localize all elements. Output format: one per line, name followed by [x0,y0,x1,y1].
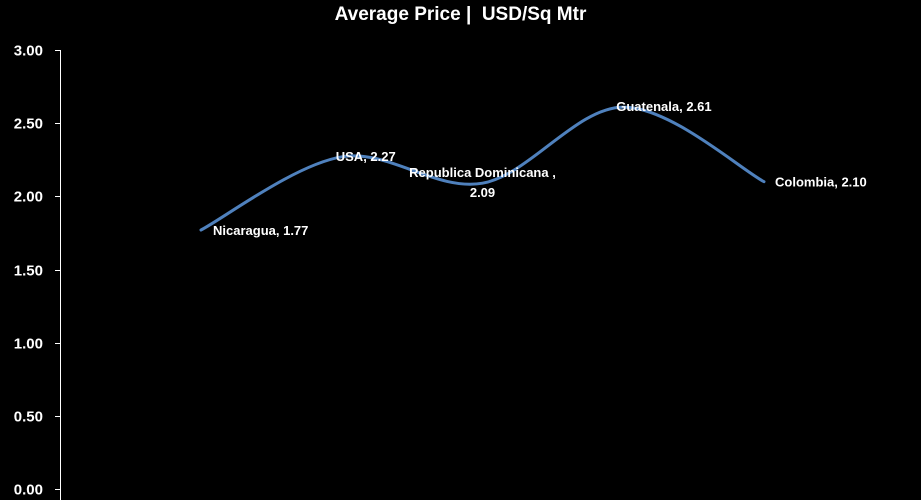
data-labels: Nicaragua, 1.77 USA, 2.27 Republica Domini… [213,99,867,238]
data-label-line: USA, 2.27 [336,149,396,164]
y-tick-label: 0.00 [14,482,43,499]
data-label-line: Colombia, 2.10 [775,175,867,190]
y-tick-label: 2.50 [14,116,43,133]
y-axis: 0.00 0.50 1.00 1.50 2.00 2.50 3.00 [14,43,61,500]
data-label: Republica Dominicana , 2.09 [409,165,556,200]
data-label-line: Nicaragua, 1.77 [213,223,308,238]
data-label: Nicaragua, 1.77 [213,223,308,238]
y-tick-label: 3.00 [14,43,43,60]
series-group [199,105,766,232]
data-label: USA, 2.27 [336,149,396,164]
data-label: Colombia, 2.10 [775,175,867,190]
data-label: Guatenala, 2.61 [616,99,711,114]
y-tick-label: 1.00 [14,336,43,353]
chart-title: Average Price | USD/Sq Mtr [334,4,587,25]
y-tick-label: 0.50 [14,409,43,426]
y-tick-label: 2.00 [14,189,43,206]
data-label-line: Republica Dominicana , [409,165,556,180]
data-label-line: Guatenala, 2.61 [616,99,711,114]
data-label-line: 2.09 [470,185,495,200]
y-tick-label: 1.50 [14,263,43,280]
